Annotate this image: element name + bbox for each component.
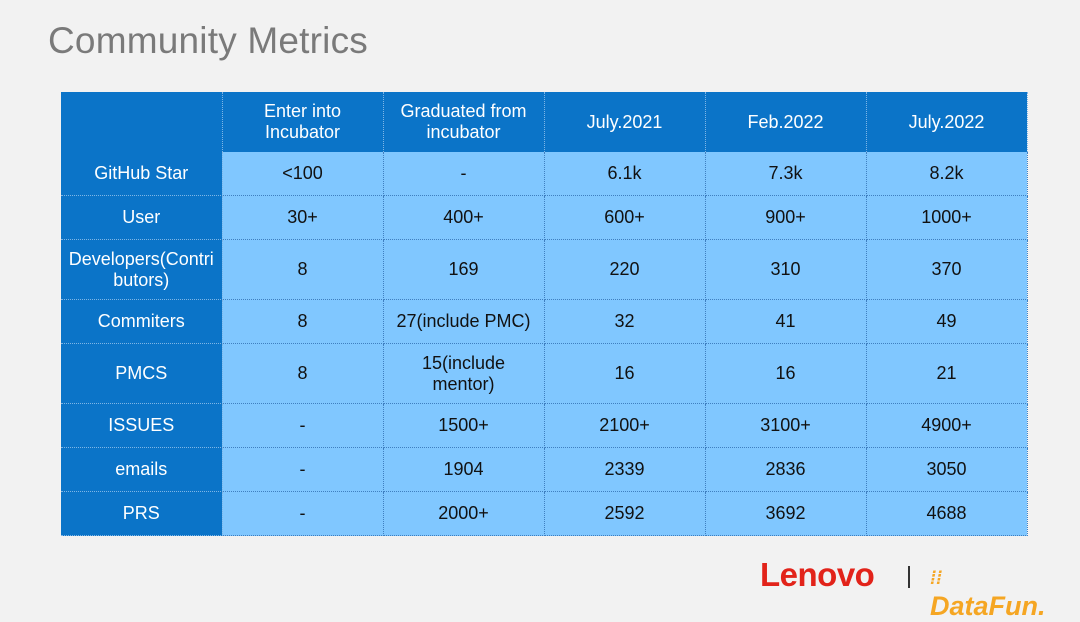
- table-cell: -: [222, 403, 384, 448]
- table-cell: 2100+: [544, 403, 706, 448]
- table-cell: 600+: [544, 195, 706, 240]
- table-cell: 16: [705, 343, 867, 404]
- table-cell: 4900+: [866, 403, 1028, 448]
- row-label: Developers(Contributors): [61, 239, 223, 300]
- table-cell: -: [383, 152, 545, 196]
- table-cell: 27(include PMC): [383, 299, 545, 344]
- table-cell: 169: [383, 239, 545, 300]
- column-header: Feb.2022: [705, 92, 867, 152]
- table-cell: 16: [544, 343, 706, 404]
- lenovo-logo: Lenovo: [760, 556, 875, 593]
- column-header: July.2021: [544, 92, 706, 152]
- table-cell: 8: [222, 343, 384, 404]
- table-cell: 1000+: [866, 195, 1028, 240]
- table-cell: 2836: [705, 447, 867, 492]
- column-header: July.2022: [866, 92, 1028, 152]
- table-header-row: Enter into Incubator Graduated from incu…: [61, 92, 1028, 152]
- table-cell: 1500+: [383, 403, 545, 448]
- table-cell: 4688: [866, 491, 1028, 536]
- table-cell: 6.1k: [544, 152, 706, 196]
- datafun-logo-text: DataFun.: [930, 591, 1046, 621]
- table-cell: 2592: [544, 491, 706, 536]
- row-label: emails: [61, 447, 223, 492]
- table-cell: 310: [705, 239, 867, 300]
- table-cell: 3692: [705, 491, 867, 536]
- table-cell: 1904: [383, 447, 545, 492]
- table-row: PRS - 2000+ 2592 3692 4688: [61, 491, 1028, 536]
- table-cell: 41: [705, 299, 867, 344]
- row-label: User: [61, 195, 223, 240]
- column-header: Graduated from incubator: [383, 92, 545, 152]
- row-label: ISSUES: [61, 403, 223, 448]
- row-label: PMCS: [61, 343, 223, 404]
- table-row: Commiters 8 27(include PMC) 32 41 49: [61, 299, 1028, 344]
- logo-separator: [908, 566, 910, 588]
- table-cell: 3100+: [705, 403, 867, 448]
- datafun-logo: ⁞⁞ DataFun.: [930, 560, 1046, 622]
- table-cell: -: [222, 491, 384, 536]
- table-cell: -: [222, 447, 384, 492]
- table-cell: <100: [222, 152, 384, 196]
- page-title: Community Metrics: [48, 20, 368, 61]
- table-row: ISSUES - 1500+ 2100+ 3100+ 4900+: [61, 403, 1028, 448]
- table-row: Developers(Contributors) 8 169 220 310 3…: [61, 239, 1028, 300]
- table-cell: 8.2k: [866, 152, 1028, 196]
- table-cell: 2339: [544, 447, 706, 492]
- table-cell: 400+: [383, 195, 545, 240]
- table-cell: 30+: [222, 195, 384, 240]
- table-cell: 32: [544, 299, 706, 344]
- table-cell: 900+: [705, 195, 867, 240]
- table-cell: 8: [222, 239, 384, 300]
- table-cell: 370: [866, 239, 1028, 300]
- table-row: User 30+ 400+ 600+ 900+ 1000+: [61, 195, 1028, 240]
- row-label: Commiters: [61, 299, 223, 344]
- table-row: GitHub Star <100 - 6.1k 7.3k 8.2k: [61, 152, 1028, 196]
- table-row: PMCS 8 15(include mentor) 16 16 21: [61, 343, 1028, 404]
- row-label: GitHub Star: [61, 152, 223, 196]
- table-cell: 15(include mentor): [383, 343, 545, 404]
- datafun-dots-icon: ⁞⁞: [930, 568, 942, 588]
- column-header: Enter into Incubator: [222, 92, 384, 152]
- column-header: [61, 92, 223, 152]
- table-cell: 3050: [866, 447, 1028, 492]
- table-cell: 7.3k: [705, 152, 867, 196]
- metrics-table: Enter into Incubator Graduated from incu…: [61, 92, 1028, 536]
- table-cell: 21: [866, 343, 1028, 404]
- table-cell: 220: [544, 239, 706, 300]
- table-cell: 2000+: [383, 491, 545, 536]
- table-row: emails - 1904 2339 2836 3050: [61, 447, 1028, 492]
- row-label: PRS: [61, 491, 223, 536]
- table-cell: 49: [866, 299, 1028, 344]
- table-cell: 8: [222, 299, 384, 344]
